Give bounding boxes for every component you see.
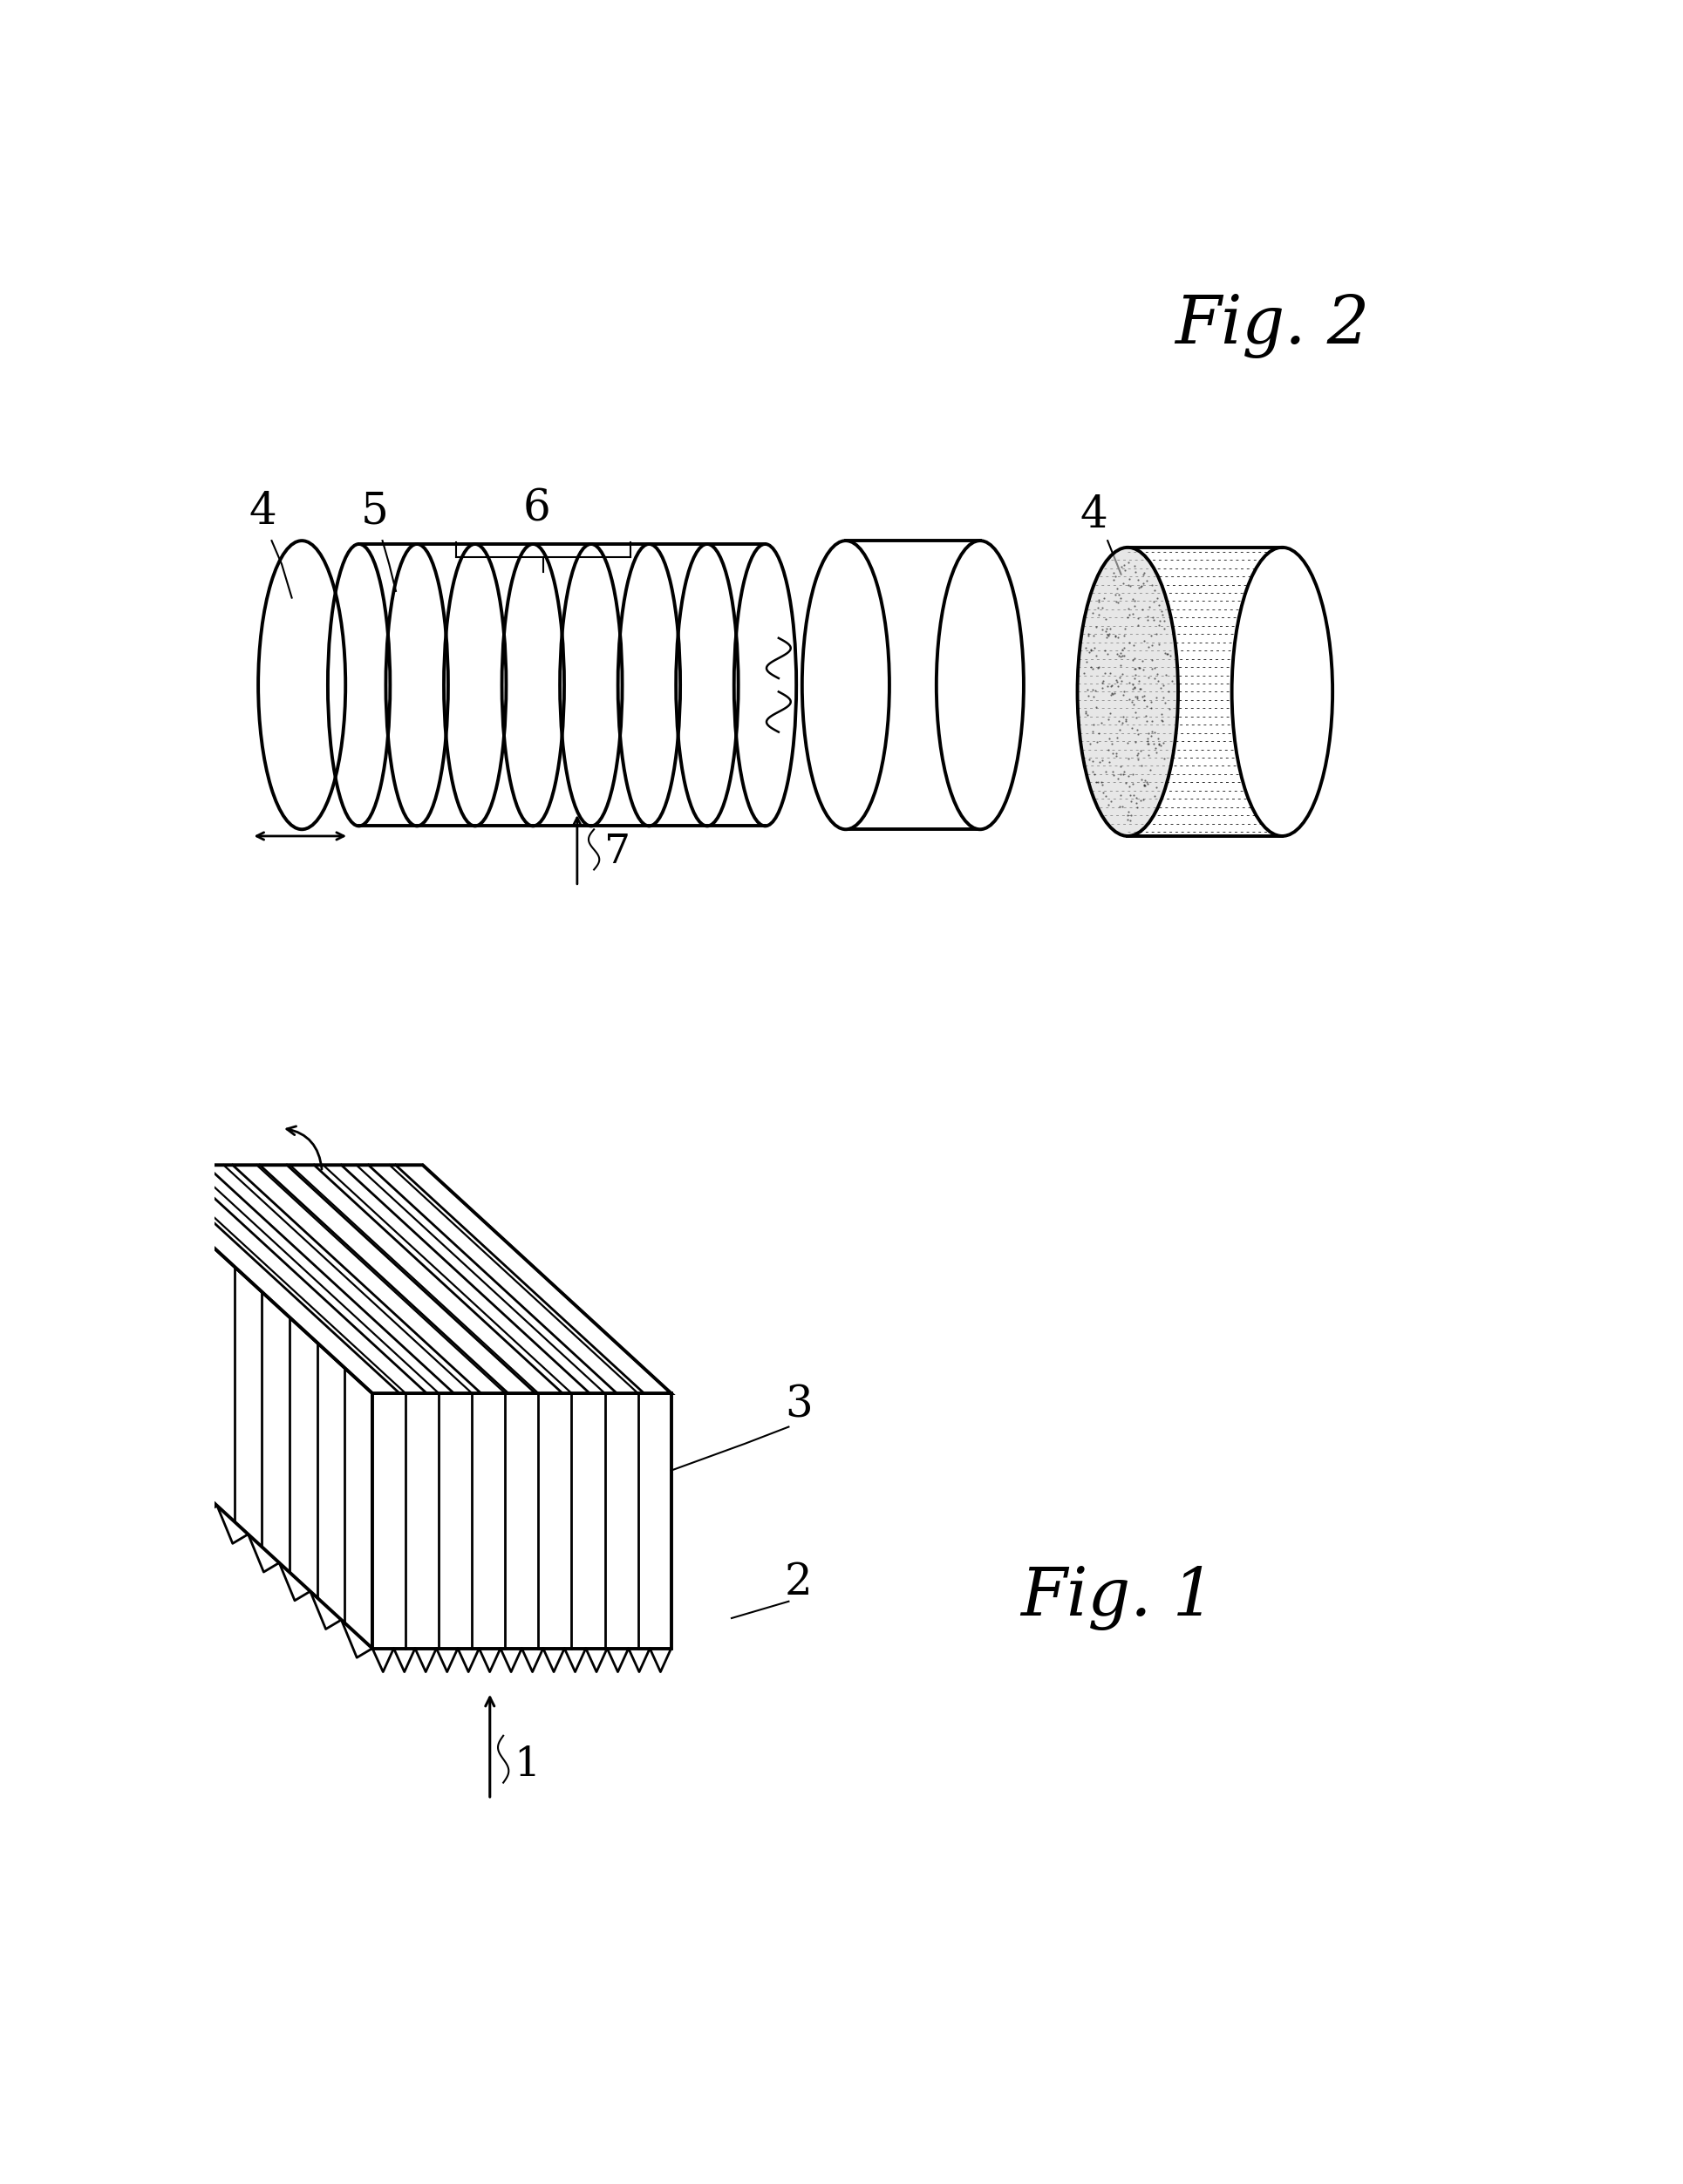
Text: 4: 4 (1080, 494, 1107, 537)
Polygon shape (372, 1393, 672, 1649)
Text: Fig. 2: Fig. 2 (1175, 293, 1370, 358)
Polygon shape (125, 1164, 672, 1393)
Polygon shape (1077, 548, 1178, 836)
Text: 1: 1 (513, 1745, 540, 1784)
Text: Fig. 1: Fig. 1 (1020, 1566, 1215, 1629)
Ellipse shape (803, 542, 889, 830)
Ellipse shape (936, 542, 1023, 830)
Text: 7: 7 (604, 832, 631, 871)
Text: 2: 2 (784, 1562, 813, 1605)
Text: 5: 5 (360, 491, 389, 533)
Text: 4: 4 (249, 491, 276, 533)
Text: 3: 3 (784, 1382, 813, 1426)
Text: 6: 6 (523, 487, 550, 531)
FancyArrowPatch shape (286, 1127, 321, 1168)
Ellipse shape (1232, 548, 1333, 836)
Polygon shape (125, 1164, 372, 1649)
